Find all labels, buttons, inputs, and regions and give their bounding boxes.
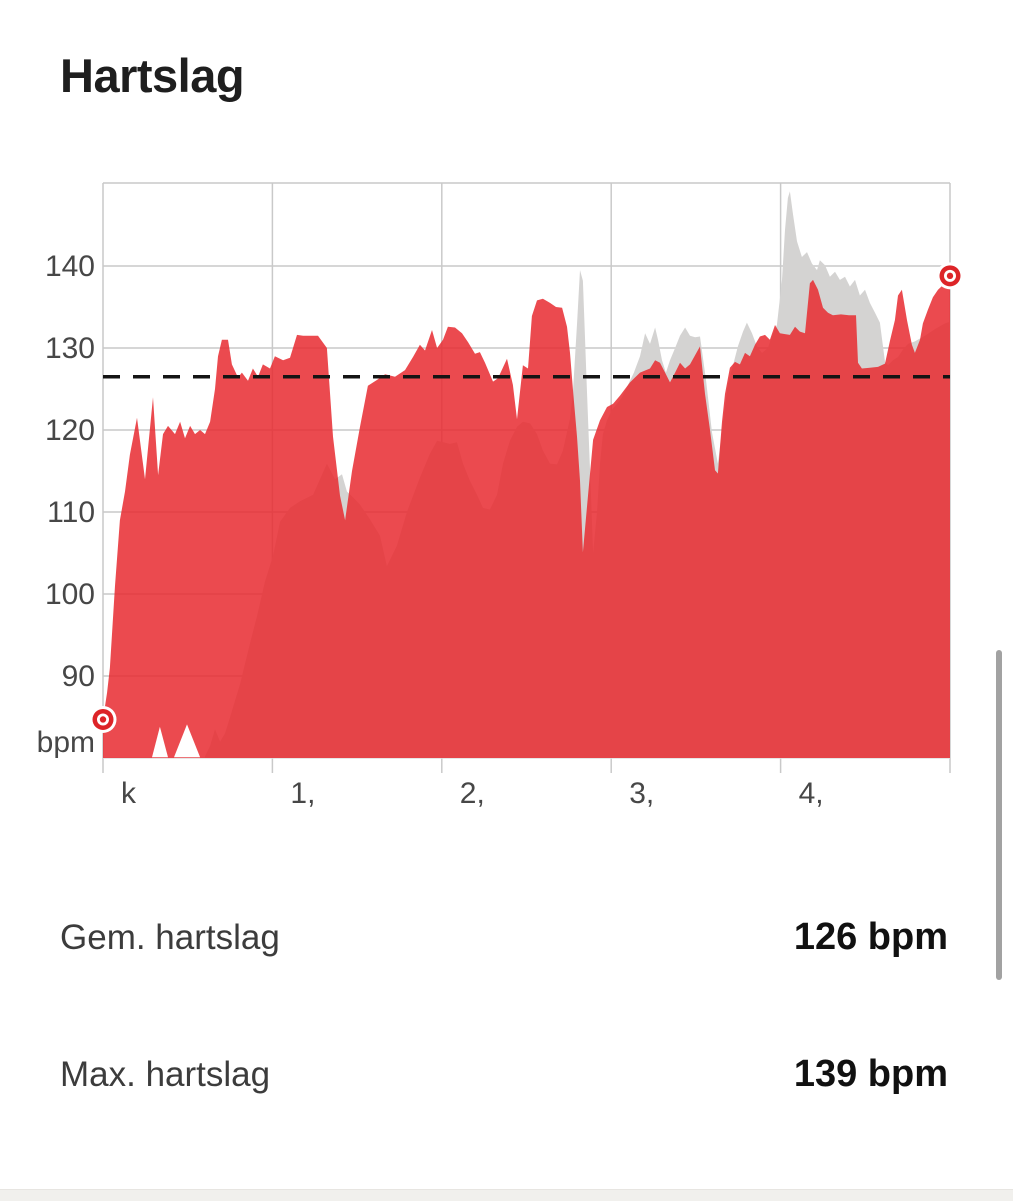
avg-heart-rate-row: Gem. hartslag 126 bpm <box>60 916 948 959</box>
heart-rate-area <box>103 275 950 758</box>
avg-heart-rate-label: Gem. hartslag <box>60 918 280 957</box>
end-marker <box>936 262 964 290</box>
x-tick-label: 1, <box>290 777 315 810</box>
y-axis-unit-label: bpm <box>37 726 95 759</box>
vertical-scrollbar-thumb[interactable] <box>996 650 1002 980</box>
heart-rate-chart[interactable]: 140 130 120 110 100 90 bpm k 1, 2, 3, 4, <box>0 0 1013 850</box>
x-tick-label: k <box>121 777 137 810</box>
baseline-notch <box>152 726 168 758</box>
max-heart-rate-value: 139 bpm <box>793 1053 948 1095</box>
x-tick-label: 2, <box>460 777 485 810</box>
max-heart-rate-label: Max. hartslag <box>60 1055 271 1094</box>
start-marker <box>89 705 117 733</box>
y-tick-label: 140 <box>45 250 95 283</box>
max-heart-rate-row: Max. hartslag 139 bpm <box>60 1053 948 1096</box>
y-tick-label: 90 <box>62 660 95 693</box>
y-tick-label: 130 <box>45 332 95 365</box>
bottom-edge-bar <box>0 1189 1013 1201</box>
y-tick-label: 110 <box>47 496 95 529</box>
avg-heart-rate-value: 126 bpm <box>793 916 948 958</box>
baseline-notch <box>174 724 201 758</box>
x-tick-label: 3, <box>629 777 654 810</box>
x-tick-label: 4, <box>799 777 824 810</box>
y-tick-label: 120 <box>45 414 95 447</box>
page-title: Hartslag <box>60 49 245 102</box>
y-tick-label: 100 <box>45 578 95 611</box>
